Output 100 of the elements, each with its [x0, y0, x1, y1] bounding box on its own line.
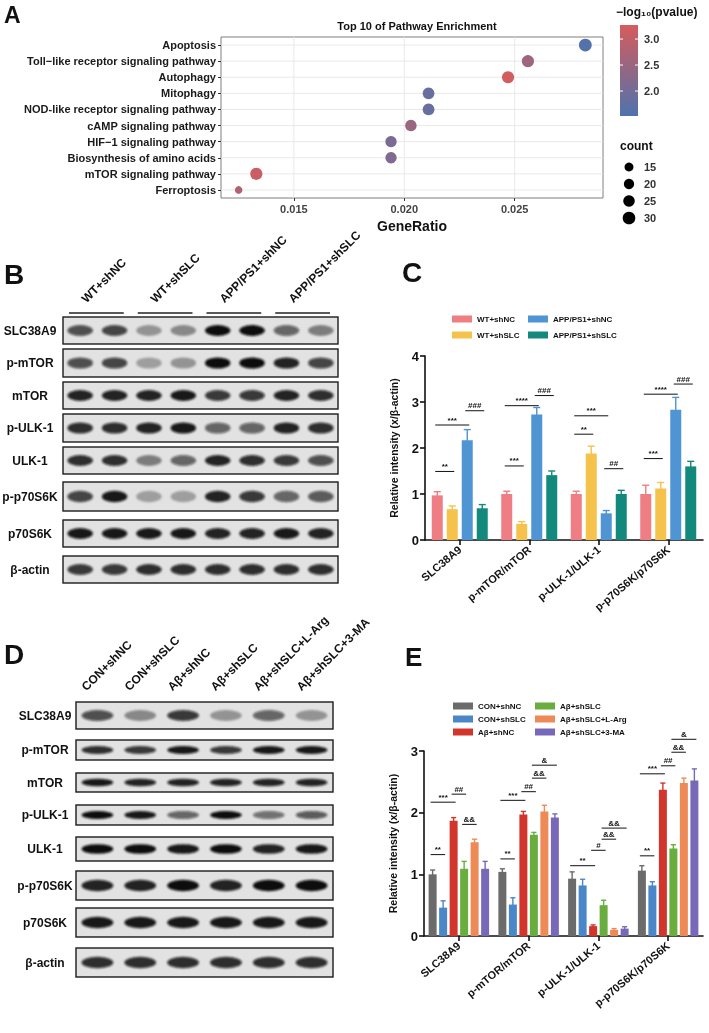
legend-label: CON+shNC	[478, 701, 522, 711]
y-tick-label: NOD-like receptor signaling pathway	[24, 103, 217, 116]
legend-label: Aβ+shNC	[478, 727, 515, 737]
y-tick-label: HIF−1 signaling pathway	[87, 135, 217, 148]
text: B	[4, 259, 25, 291]
y-tick-label: Mitophagy	[161, 87, 217, 100]
annotation: **	[644, 846, 652, 856]
annotation: &&	[603, 829, 615, 839]
annotation: **	[579, 856, 587, 866]
annotation: ##	[609, 459, 619, 469]
legend-label: WT+shSLC	[477, 330, 520, 340]
legend-label: Aβ+shSLC	[560, 701, 601, 711]
legend-label: 15	[644, 161, 657, 173]
annotation: ##	[524, 782, 534, 792]
category-label: SLC38A9	[3, 323, 57, 338]
annotation: ###	[468, 401, 482, 411]
legend-title: count	[620, 139, 653, 153]
bar	[519, 814, 528, 936]
legend-label: APP/PS1+shSLC	[553, 330, 618, 340]
category-label: p70S6K	[22, 915, 68, 930]
bar	[516, 523, 528, 540]
color-bar-label: 2.5	[644, 59, 660, 72]
annotation: **	[434, 845, 442, 855]
category-label: p-p70S6K	[17, 878, 73, 893]
text: C	[402, 257, 423, 289]
color-bar-label: 3.0	[644, 33, 660, 46]
annotation: **	[504, 849, 512, 859]
bar	[648, 885, 657, 936]
category-label: p-p70S6K	[2, 489, 58, 504]
y-tick-label: 0	[410, 928, 418, 944]
bar	[637, 870, 646, 936]
annotation: &&	[533, 768, 546, 778]
bar	[476, 508, 488, 540]
legend-label: CON+shSLC	[478, 714, 527, 724]
legend-label: Aβ+shSLC+L-Arg	[560, 714, 627, 724]
category-label: ULK-1	[27, 842, 63, 856]
y-tick-label: 3	[410, 743, 418, 759]
y-tick-label: 2	[411, 440, 419, 456]
bar	[685, 466, 697, 540]
annotation: ***	[648, 449, 659, 459]
y-axis-title: Relative intensity (x/β-actin)	[386, 773, 399, 914]
bar	[610, 929, 619, 936]
legend-label: Aβ+shSLC+3-MA	[560, 727, 626, 737]
y-tick-label: 3	[411, 394, 419, 410]
bar	[669, 848, 678, 936]
y-tick-label: Toll−like receptor signaling pathway	[27, 55, 217, 68]
category-label: p70S6K	[7, 526, 53, 541]
bar	[550, 817, 559, 936]
y-axis-title: Relative intensity (x/β-actin)	[387, 378, 400, 518]
category-label: β-actin	[25, 955, 65, 970]
bar	[599, 905, 608, 936]
bar	[620, 928, 629, 936]
y-tick-label: 4	[411, 348, 420, 364]
y-tick-label: 1	[410, 866, 418, 882]
y-tick-label: Ferroptosis	[155, 183, 216, 196]
annotation: ***	[586, 406, 597, 416]
y-tick-label: 1	[411, 486, 419, 502]
text: E	[405, 642, 423, 673]
annotation: ***	[447, 415, 458, 425]
category-label: mTOR	[27, 775, 63, 790]
annotation: **	[580, 424, 588, 434]
category-label: ULK-1	[12, 453, 48, 468]
x-axis-title: GeneRatio	[376, 217, 448, 234]
bar	[449, 820, 458, 936]
category-label: p-ULK-1	[6, 421, 54, 435]
annotation: ###	[537, 386, 552, 396]
bar	[470, 842, 479, 936]
annotation: ##	[454, 784, 464, 794]
y-tick-label: Autophagy	[158, 71, 217, 84]
bar	[529, 834, 538, 936]
y-tick-label: 2	[410, 805, 418, 821]
annotation: &&	[608, 818, 621, 828]
annotation: &	[541, 755, 548, 765]
y-tick-label: 0	[411, 532, 419, 548]
chart-title: Top 10 of Pathway Enrichment	[337, 19, 497, 32]
bar	[498, 871, 507, 936]
annotation: ##	[663, 756, 674, 766]
color-bar-label: 2.0	[644, 85, 660, 98]
category-label: p-ULK-1	[21, 808, 69, 822]
bar	[501, 494, 513, 540]
bar	[589, 926, 598, 936]
annotation: ***	[508, 790, 519, 800]
legend-label: 20	[644, 178, 657, 190]
annotation: ****	[654, 384, 668, 394]
bar	[570, 494, 582, 540]
bar	[431, 495, 443, 540]
annotation: ###	[676, 374, 691, 384]
legend-label: 30	[644, 212, 657, 224]
annotation: #	[596, 840, 602, 850]
bar	[615, 494, 627, 540]
category-label: p-mTOR	[21, 743, 69, 757]
y-tick-label: Apoptosis	[162, 39, 216, 52]
x-tick-label: 0.020	[390, 202, 419, 215]
bar	[546, 475, 558, 540]
category-label: mTOR	[12, 388, 48, 403]
color-bar-title: −log₁₀(pvalue)	[616, 5, 698, 19]
text: &	[680, 729, 687, 739]
annotation: ***	[438, 792, 449, 802]
category-label: SLC38A9	[18, 708, 72, 723]
category-label: p-mTOR	[6, 356, 54, 370]
